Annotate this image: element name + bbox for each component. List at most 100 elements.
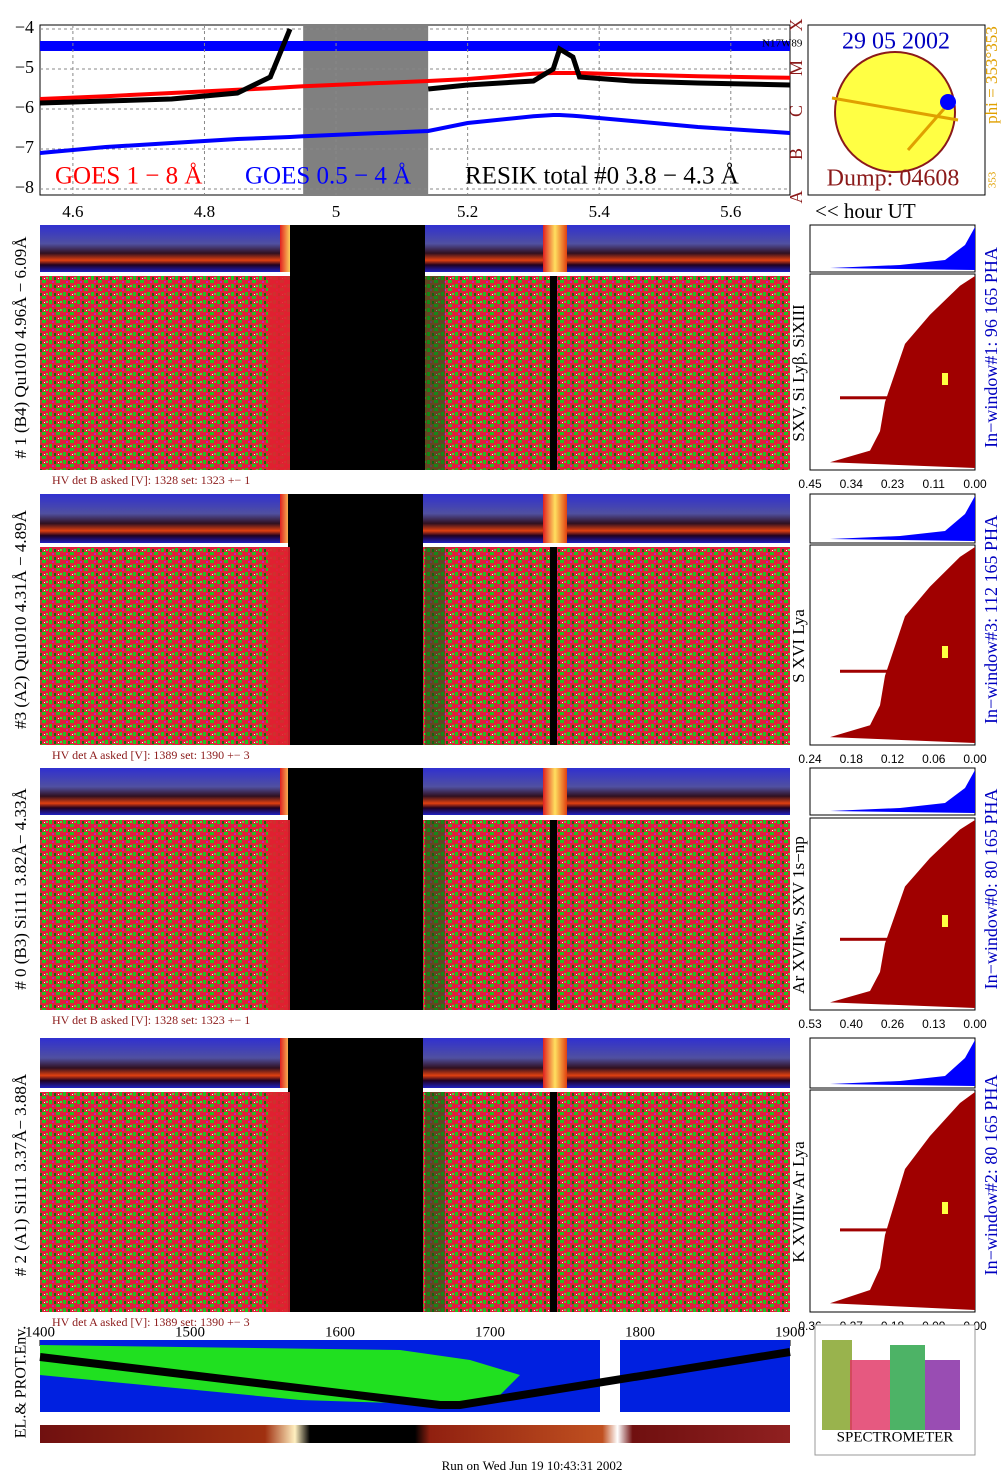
- series-line: [39, 113, 791, 155]
- data-gap: [288, 494, 423, 745]
- hist-tick-label: 0.06: [922, 752, 946, 766]
- detector-label: # 2 (A1) Si111 3.37Å− 3.88Å: [11, 1073, 30, 1276]
- pha-label: In−window#1: 96 165 PHA: [981, 247, 1001, 448]
- hist-tick-label: 0.53: [798, 1017, 822, 1031]
- dark-line: [550, 547, 557, 745]
- phi-line: [906, 101, 952, 151]
- x-tick-label: 4.6: [62, 202, 83, 221]
- detector-label: # 0 (B3) Si111 3.82Å− 4.33Å: [11, 788, 30, 990]
- x-tick-label: 1700: [475, 1324, 505, 1340]
- hv-label: HV det B asked [V]: 1328 set: 1323 +− 1: [52, 1013, 250, 1027]
- legend-entry: GOES 1 − 8 Å: [55, 163, 202, 190]
- logo-text: SPECTROMETER: [837, 1429, 954, 1445]
- env-region: [40, 1345, 520, 1405]
- logo-shape: [890, 1345, 925, 1430]
- hist-shape: [830, 1040, 975, 1086]
- x-tick-label: 5.6: [720, 202, 741, 221]
- hist-peak: [840, 396, 900, 400]
- y-tick-label: −8: [15, 177, 34, 197]
- position-label: N17W89: [762, 38, 803, 50]
- hist-shape: [830, 770, 975, 813]
- sun-date: 29 05 2002: [842, 29, 950, 55]
- flare: [543, 1038, 567, 1088]
- sun-dump: Dump: 04608: [827, 166, 960, 192]
- hist-tick-label: 0.24: [798, 752, 822, 766]
- dark-line: [550, 276, 557, 470]
- hist-marker: [942, 1202, 948, 1214]
- logo-shape: [925, 1360, 960, 1430]
- color-bar: [40, 1425, 790, 1443]
- hist-peak: [840, 1228, 900, 1232]
- hist-shape: [830, 227, 975, 270]
- hist-tick-label: 0.34: [840, 477, 864, 491]
- legend-entry: GOES 0.5 − 4 Å: [245, 163, 411, 190]
- hist-tick-label: 0.13: [922, 1017, 946, 1031]
- footer: Run on Wed Jun 19 10:43:31 2002: [442, 1458, 623, 1473]
- y-tick-label: −6: [15, 97, 34, 117]
- x-axis-label: << hour UT: [815, 199, 916, 223]
- hist-marker: [942, 373, 948, 385]
- x-tick-label: 1600: [325, 1324, 355, 1340]
- band: [40, 41, 790, 51]
- env-label: EL.& PROT.Env.: [13, 1326, 30, 1438]
- flare: [543, 494, 567, 543]
- flare: [543, 768, 567, 815]
- line-label: Ar XVIIw, SXV 1s−np: [789, 836, 808, 993]
- hist-tick-label: 0.00: [963, 477, 987, 491]
- y-tick-label: −4: [15, 17, 34, 37]
- goes-class: M: [786, 60, 806, 76]
- line-label: S XVI Lya: [789, 609, 808, 683]
- hist-shape: [830, 276, 975, 468]
- goes-class: C: [786, 105, 806, 117]
- goes-class: B: [786, 148, 806, 160]
- goes-class: X: [786, 19, 806, 32]
- position-dot: [940, 94, 956, 110]
- x-tick-label: 5: [332, 202, 341, 221]
- env-track: [39, 1348, 791, 1409]
- x-tick-label: 5.4: [589, 202, 611, 221]
- hist-tick-label: 0.11: [923, 477, 946, 491]
- edge: [268, 820, 290, 1010]
- pha-label: In−window#3: 112 165 PHA: [981, 515, 1001, 724]
- edge: [268, 276, 290, 470]
- data-gap: [303, 25, 429, 195]
- hist-marker: [942, 646, 948, 658]
- hist-peak: [840, 669, 900, 673]
- hist-shape: [830, 820, 975, 1008]
- edge: [425, 547, 445, 745]
- edge: [268, 547, 290, 745]
- series-line: [39, 71, 791, 101]
- data-gap: [290, 225, 425, 470]
- x-tick-label: 1500: [175, 1324, 205, 1340]
- hv-label: HV det A asked [V]: 1389 set: 1390 +− 3: [52, 1315, 250, 1329]
- pha-label: In−window#0: 80 165 PHA: [981, 789, 1001, 990]
- hist-tick-label: 0.26: [881, 1017, 905, 1031]
- dark-line: [550, 1092, 557, 1312]
- logo-shape: [822, 1340, 852, 1430]
- logo-shape: [850, 1360, 890, 1430]
- hist-tick-label: 0.40: [840, 1017, 864, 1031]
- x-tick-label: 1400: [25, 1324, 55, 1340]
- hist-tick-label: 0.18: [840, 752, 864, 766]
- dark-line: [550, 820, 557, 1010]
- detector-label: # 1 (B4) Qu1010 4.96Å − 6.09Å: [11, 236, 30, 459]
- data-gap: [288, 1038, 423, 1312]
- hist-tick-label: 0.00: [963, 752, 987, 766]
- hist-tick-label: 0.00: [963, 1017, 987, 1031]
- x-tick-label: 4.8: [194, 202, 215, 221]
- hist-tick-label: 0.23: [881, 477, 905, 491]
- x-tick-label: 1800: [625, 1324, 655, 1340]
- sun-angle: 353: [987, 171, 999, 188]
- edge: [268, 1092, 290, 1312]
- data-gap: [288, 768, 423, 1010]
- legend-entry: RESIK total #0 3.8 − 4.3 Å: [465, 163, 739, 190]
- hist-shape: [830, 496, 975, 541]
- pha-label: In−window#2: 80 165 PHA: [981, 1075, 1001, 1276]
- hist-tick-label: 0.45: [798, 477, 822, 491]
- y-tick-label: −7: [15, 137, 34, 157]
- goes-class: A: [786, 191, 806, 204]
- flare: [543, 225, 567, 272]
- x-tick-label: 1900: [775, 1324, 805, 1340]
- edge: [425, 820, 445, 1010]
